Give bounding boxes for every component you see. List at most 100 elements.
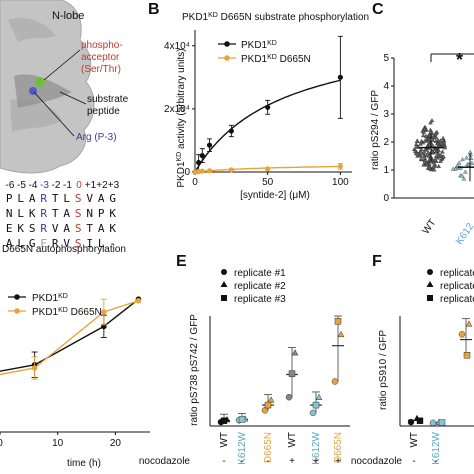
amino-acid: K [17, 222, 25, 235]
x-tick-label: WT [287, 432, 298, 448]
panel-d-title: D665N autophosphorylation [2, 244, 126, 255]
x-tick-label: 20 [110, 438, 122, 449]
n-lobe-label: N-lobe [52, 10, 84, 22]
data-point [228, 167, 234, 173]
amino-acid: V [86, 192, 94, 205]
amino-acid: V [63, 237, 71, 250]
data-point [441, 140, 446, 145]
data-point [428, 120, 433, 125]
series-fit-line [194, 79, 341, 173]
panel-e-chart: WT- K612W- D665N-WT+ K612W+ D665N+ [209, 315, 350, 467]
amino-acid: G [109, 192, 117, 205]
data-point [432, 162, 438, 167]
x-tick-label: 50 [262, 177, 274, 188]
data-point [427, 157, 432, 162]
replicate-3-point [220, 417, 228, 424]
data-point [423, 147, 429, 152]
amino-acid: A [29, 192, 37, 205]
nocodazole-sign: - [266, 456, 269, 467]
data-point [424, 162, 430, 167]
panel-d-chart: 0 10 20 [0, 296, 150, 449]
panel-c-chart: 0 1 2 3 4 5 WT K612 [383, 53, 474, 247]
data-point [199, 152, 205, 159]
x-tick-label: WT [421, 217, 439, 236]
substrate-peptide-shape [14, 74, 72, 108]
data-point [414, 144, 420, 149]
amino-acid: S [75, 222, 83, 235]
legend-label: PKD1KD D665N [241, 54, 311, 65]
data-point [455, 163, 460, 168]
data-point [135, 298, 142, 304]
legend-marker-triangle [426, 281, 434, 287]
replicate-1-point [407, 418, 415, 426]
data-point [228, 128, 234, 134]
data-point [414, 142, 419, 146]
panel-f: F replicate # replicate # replicate # ra… [351, 253, 474, 467]
x-tick-label: D665N [333, 432, 344, 463]
data-point [429, 118, 435, 123]
x-tick-label: 10 [52, 438, 64, 449]
legend-label: replicate # [440, 294, 474, 305]
y-tick-label: 0 [184, 167, 190, 178]
nocodazole-sign: - [434, 456, 437, 467]
data-point [436, 153, 442, 158]
data-point [196, 159, 202, 166]
data-point [442, 145, 448, 150]
panel-b-legend: PKD1KD PKD1KD D665N [218, 40, 311, 65]
panel-c-letter: C [372, 1, 384, 18]
surface-shade [10, 98, 62, 132]
nocodazole-sign: + [313, 456, 319, 467]
data-point [469, 160, 474, 165]
data-point [461, 176, 467, 181]
amino-acid: K [109, 207, 117, 220]
amino-acid: T [52, 207, 60, 220]
amino-acid: T [52, 192, 60, 205]
data-point [433, 131, 438, 136]
legend-marker-circle [427, 269, 433, 275]
replicate-3-point [416, 417, 424, 424]
data-point [456, 160, 462, 165]
y-tick-label: 4x10⁴ [164, 41, 190, 52]
data-point [426, 153, 432, 158]
amino-acid: A [98, 192, 106, 205]
amino-acid: A [63, 207, 71, 220]
legend-marker [224, 41, 230, 47]
amino-acid: L [98, 237, 106, 250]
data-point [416, 151, 421, 156]
phospho-acceptor-line2: acceptor [81, 52, 120, 63]
data-point [413, 148, 418, 153]
arg-label: Arg (P-3) [76, 132, 117, 143]
position-number: +3 [108, 180, 120, 191]
significance-star: * [456, 50, 463, 70]
legend-marker [224, 55, 230, 61]
phospho-site-marker [35, 77, 45, 87]
nocodazole-sign: + [289, 456, 295, 467]
data-point [438, 138, 443, 143]
panel-d-xlabel: time (h) [67, 458, 101, 469]
data-point [433, 154, 439, 159]
data-point [337, 74, 343, 80]
data-point [441, 154, 446, 159]
amino-acid: A [63, 222, 71, 235]
nocodazole-sign: - [240, 456, 243, 467]
legend-marker-circle [221, 269, 227, 275]
x-tick-label: K612 [454, 221, 474, 247]
position-number: -5 [17, 180, 26, 191]
replicate-2-point [291, 349, 299, 356]
panel-e-legend: replicate #1 replicate #2 replicate #3 [220, 268, 286, 305]
data-point [421, 149, 427, 154]
legend-label: replicate # [440, 281, 474, 292]
legend-label: replicate #2 [234, 281, 286, 292]
data-point [438, 158, 443, 163]
sequence-alignment: P L A R T L S V A GN L K R T A S N P KE K S R V A S T A KA L G E R V S I L - [6, 192, 117, 250]
amino-acid: K [29, 207, 37, 220]
replicate-2-point [267, 396, 275, 403]
data-point [450, 166, 456, 171]
panel-b-letter: B [148, 1, 160, 18]
data-point [436, 148, 441, 153]
replicate-2-point [315, 393, 323, 400]
amino-acid: A [6, 237, 14, 250]
data-point [337, 163, 343, 169]
amino-acid: R [40, 222, 48, 235]
